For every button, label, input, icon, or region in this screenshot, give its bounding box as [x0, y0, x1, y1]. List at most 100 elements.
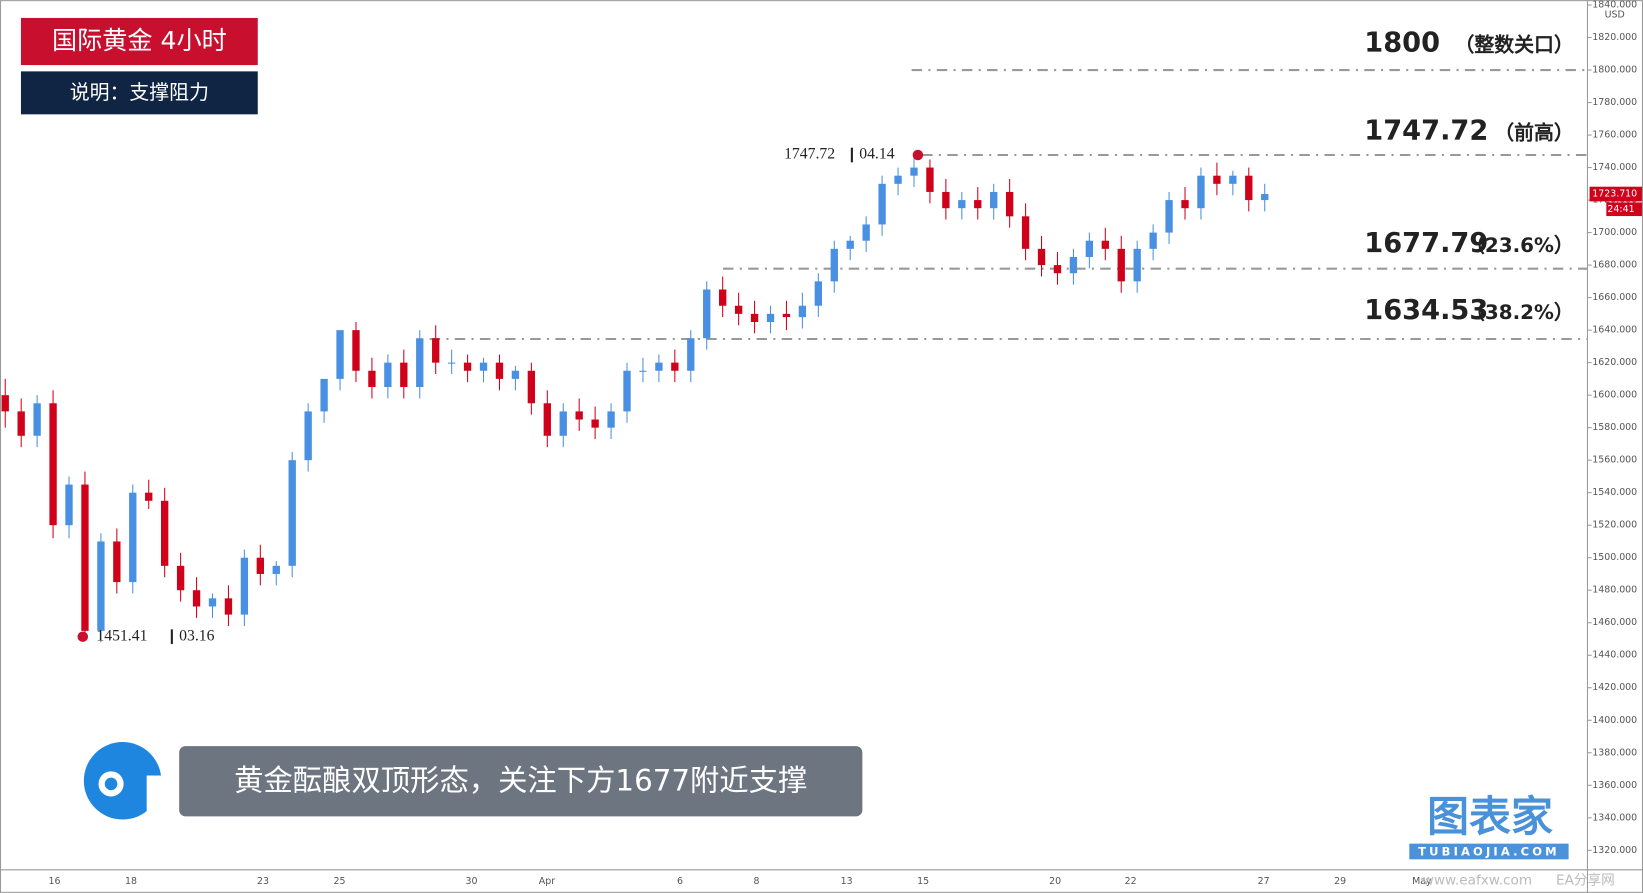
annotation-value: 1451.41: [96, 627, 147, 644]
candle-body: [639, 370, 647, 372]
candle-body: [798, 305, 807, 318]
candle-body: [1245, 175, 1253, 201]
y-tick-label: 1320.000: [1592, 845, 1637, 856]
y-tick-label: 1740.000: [1592, 162, 1637, 173]
annotation-date: 03.16: [179, 627, 214, 644]
level-note: （38.2%）: [1465, 301, 1574, 324]
candle-body: [926, 167, 934, 192]
x-tick-label: 22: [1125, 876, 1137, 887]
countdown: 24:41: [1607, 204, 1634, 215]
candle-body: [1133, 248, 1141, 282]
candle-body: [97, 541, 105, 631]
level-value: 1747.72: [1364, 116, 1488, 147]
annotation-value: 1747.72: [784, 146, 835, 163]
avatar-icon: [83, 741, 168, 820]
y-tick-label: 1600.000: [1592, 390, 1637, 401]
level-value: 1677.79: [1364, 228, 1488, 259]
candle-body: [432, 338, 440, 363]
candle-body: [176, 565, 185, 591]
candle-body: [687, 338, 695, 371]
candle-body: [304, 411, 312, 461]
candle-body: [1261, 194, 1269, 201]
candle-body: [750, 313, 759, 322]
candle-body: [272, 565, 280, 574]
candle-body: [1181, 200, 1189, 209]
candle-body: [368, 370, 376, 388]
x-tick-label: 29: [1334, 876, 1346, 887]
level-value: 1800: [1364, 28, 1440, 59]
y-tick-label: 1640.000: [1592, 325, 1637, 336]
candle-body: [910, 167, 918, 176]
y-tick-label: 1500.000: [1592, 552, 1637, 563]
candle-body: [113, 541, 121, 583]
y-tick-label: 1700.000: [1592, 227, 1637, 238]
y-tick-label: 1460.000: [1592, 617, 1637, 628]
candle-body: [543, 403, 551, 436]
candle-body: [129, 492, 137, 583]
candle-body: [1149, 232, 1157, 249]
x-tick-label: 15: [917, 876, 929, 887]
candle-body: [447, 362, 456, 364]
watermark-bar: [1409, 843, 1569, 860]
candle-body: [192, 590, 201, 607]
candle-body: [1213, 175, 1221, 184]
y-tick-label: 1780.000: [1592, 97, 1637, 108]
level-note: （23.6%）: [1465, 234, 1574, 257]
candle-body: [878, 183, 886, 225]
x-tick-label: 16: [48, 876, 60, 887]
y-tick-label: 1660.000: [1592, 292, 1637, 303]
y-tick-label: 1760.000: [1592, 130, 1637, 141]
y-tick-label: 1360.000: [1592, 780, 1637, 791]
candle-body: [862, 224, 870, 241]
candle-body: [1117, 248, 1125, 282]
candle-body: [894, 175, 902, 184]
y-tick-label: 1560.000: [1592, 455, 1637, 466]
candle-body: [1101, 240, 1109, 249]
watermark-brand: 图表家: [1427, 792, 1553, 841]
y-tick-label: 1580.000: [1592, 422, 1637, 433]
candle-body: [575, 411, 583, 420]
caption: 黄金酝酿双顶形态，关注下方1677附近支撑: [234, 763, 807, 797]
candle-body: [49, 403, 57, 526]
candle-body: [734, 305, 743, 314]
subtitle: 说明：支撑阻力: [70, 81, 209, 104]
candle-body: [1197, 175, 1205, 209]
candle-body: [1165, 200, 1173, 233]
candle-body: [352, 330, 360, 371]
y-tick-label: 1820.000: [1592, 32, 1637, 43]
y-tick-label: 1800.000: [1592, 65, 1637, 76]
candle-body: [591, 419, 599, 428]
candle-body: [559, 411, 567, 436]
candle-body: [479, 362, 488, 371]
candle-body: [256, 557, 264, 574]
level-value: 1634.53: [1364, 295, 1488, 326]
candle-body: [17, 411, 25, 436]
candle-body: [782, 313, 791, 318]
candle-body: [33, 403, 41, 436]
candle-body: [208, 598, 217, 607]
candle-body: [1229, 175, 1237, 184]
candle-body: [1053, 265, 1062, 274]
countdown-box: [1606, 202, 1642, 217]
y-tick-label: 1620.000: [1592, 357, 1637, 368]
candle-body: [766, 313, 775, 322]
title: 国际黄金 4小时: [52, 26, 227, 55]
last-price: 1723.710: [1592, 189, 1637, 200]
watermark-site: www.eafxw.com: [1423, 872, 1532, 888]
y-tick-label: 1680.000: [1592, 260, 1637, 271]
y-tick-label: 1540.000: [1592, 487, 1637, 498]
candle-body: [719, 289, 727, 306]
x-tick-label: 30: [466, 876, 478, 887]
candle-body: [1037, 248, 1046, 266]
watermark-url: TUBIAOJIA.COM: [1418, 845, 1560, 859]
x-tick-label: 6: [677, 876, 683, 887]
candle-body: [974, 200, 982, 209]
level-note: （前高）: [1494, 121, 1574, 145]
candle-body: [288, 460, 296, 566]
candle-body: [1085, 240, 1094, 257]
candle-body: [958, 200, 966, 209]
level-note: （整数关口）: [1454, 33, 1573, 57]
candle-body: [623, 370, 631, 412]
y-tick-label: 1340.000: [1592, 812, 1637, 823]
